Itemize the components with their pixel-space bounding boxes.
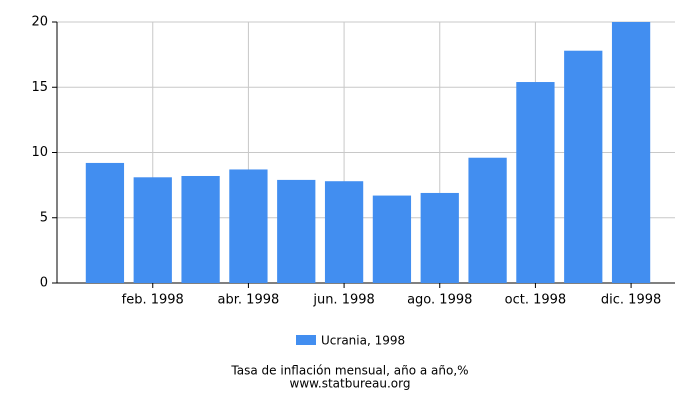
bar [229, 169, 268, 283]
chart-title: Tasa de inflación mensual, año a año,% [230, 364, 468, 378]
x-tick-label: dic. 1998 [601, 293, 661, 308]
x-tick-label: feb. 1998 [122, 293, 184, 308]
legend-swatch [296, 335, 316, 345]
bar [420, 192, 459, 283]
x-tick-label: ago. 1998 [407, 293, 472, 308]
source: www.statbureau.org [290, 377, 411, 391]
bar [468, 157, 507, 283]
y-tick-label: 15 [31, 80, 48, 95]
y-tick-label: 5 [40, 210, 48, 225]
y-tick-label: 10 [31, 145, 48, 160]
legend-label: Ucrania, 1998 [321, 334, 405, 348]
x-tick-label: abr. 1998 [218, 293, 280, 308]
bar [611, 22, 651, 283]
bar [181, 175, 220, 283]
y-tick-label: 0 [40, 276, 48, 291]
bar [564, 50, 603, 284]
bar [277, 179, 316, 283]
bar [133, 177, 172, 283]
bar [516, 82, 555, 283]
bar [372, 195, 412, 283]
y-tick-label: 20 [31, 15, 48, 30]
x-tick-label: oct. 1998 [505, 293, 567, 308]
x-tick-label: jun. 1998 [312, 293, 374, 308]
bar [324, 181, 364, 283]
bar [85, 162, 125, 283]
